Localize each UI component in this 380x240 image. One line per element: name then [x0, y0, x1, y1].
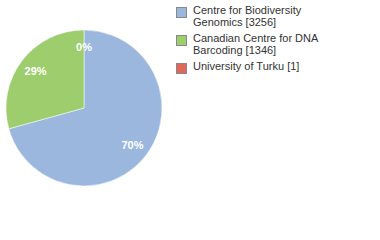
legend-swatch [176, 7, 187, 18]
slices [6, 30, 162, 186]
data-label: 29% [25, 65, 47, 77]
legend: Centre for Biodiversity Genomics [3256] C… [174, 4, 350, 76]
pie-slice [6, 30, 84, 129]
legend-item: Canadian Centre for DNA Barcoding [1346] [174, 32, 350, 56]
data-labels: 70% 29% 0% [25, 41, 144, 151]
legend-item: University of Turku [1] [174, 60, 350, 72]
legend-swatch [176, 35, 187, 46]
legend-label: Centre for Biodiversity Genomics [3256] [193, 4, 301, 28]
data-label: 0% [76, 41, 92, 53]
legend-label: Canadian Centre for DNA Barcoding [1346] [193, 32, 318, 56]
pie-svg: 70% 29% 0% [0, 0, 380, 240]
legend-swatch [176, 63, 187, 74]
data-label: 70% [121, 139, 143, 151]
chart-root: 70% 29% 0% Centre for Biodiversity Genomic… [0, 0, 380, 240]
legend-label: University of Turku [1] [193, 60, 299, 72]
legend-item: Centre for Biodiversity Genomics [3256] [174, 4, 350, 28]
